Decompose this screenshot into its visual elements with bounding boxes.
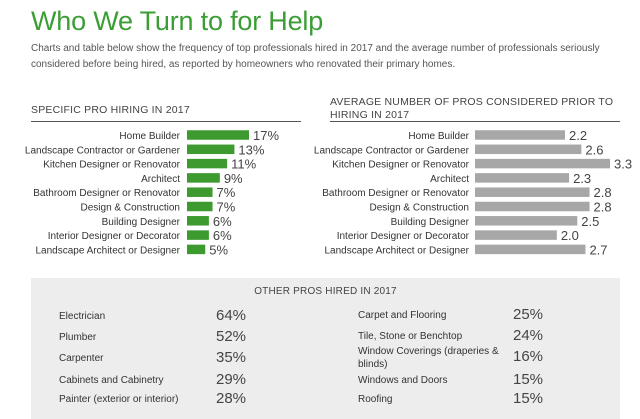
value-label: 2.8 (594, 185, 612, 200)
category-label: Landscape Architect or Designer (35, 245, 180, 256)
table-row-label: Carpenter (59, 353, 104, 364)
chart-title-pro-hiring: SPECIFIC PRO HIRING IN 2017 (31, 104, 190, 116)
table-row-value: 35% (216, 349, 247, 366)
category-label: Architect (141, 174, 180, 185)
bar (475, 244, 586, 255)
table-row-label: Roofing (358, 394, 393, 405)
category-label: Design & Construction (81, 203, 181, 214)
category-label: Home Builder (408, 131, 469, 142)
bar (475, 230, 557, 240)
table-row-value: 16% (513, 348, 544, 365)
value-label: 7% (217, 200, 236, 215)
value-label: 2.2 (569, 128, 587, 143)
bar (475, 158, 610, 169)
bar (187, 158, 228, 169)
value-label: 2.3 (573, 171, 591, 186)
table-row-label: Cabinets and Cabinetry (59, 375, 164, 386)
bar (187, 130, 249, 140)
table-row-label: Electrician (59, 311, 106, 322)
table-row-value: 64% (216, 307, 247, 324)
table-title: OTHER PROS HIRED IN 2017 (254, 286, 397, 297)
value-label: 9% (224, 171, 243, 186)
category-label: Kitchen Designer or Renovator (332, 160, 469, 171)
value-label: 5% (209, 242, 228, 257)
value-label: 2.6 (585, 142, 603, 157)
value-label: 3.3 (614, 157, 632, 172)
category-label: Landscape Contractor or Gardener (314, 145, 470, 156)
table-row-value: 29% (216, 371, 247, 388)
value-label: 11% (231, 157, 256, 172)
category-label: Landscape Architect or Designer (324, 245, 469, 256)
category-label: Bathroom Designer or Renovator (322, 188, 469, 199)
value-label: 6% (213, 228, 232, 243)
category-label: Bathroom Designer or Renovator (33, 188, 180, 199)
table-row-value: 25% (513, 306, 544, 323)
table-row-value: 15% (513, 390, 544, 407)
bar (187, 244, 206, 255)
bar (475, 187, 590, 197)
pro-hiring-bar-chart: Home Builder 17% Landscape Contractor or G… (25, 128, 280, 257)
bar (475, 144, 582, 155)
value-label: 2.7 (589, 242, 607, 257)
bar (475, 201, 590, 212)
category-label: Home Builder (119, 131, 180, 142)
category-label: Building Designer (102, 217, 181, 228)
value-label: 2.5 (581, 214, 599, 229)
category-label: Landscape Contractor or Gardener (25, 145, 181, 156)
value-label: 2.0 (561, 228, 579, 243)
bar (187, 201, 213, 212)
bar (187, 230, 209, 240)
bar (187, 173, 220, 183)
page-title: Who We Turn to for Help (31, 6, 324, 36)
bar (187, 144, 235, 155)
chart-title-underline (330, 121, 620, 122)
bar (187, 187, 213, 197)
category-label: Architect (430, 174, 469, 185)
table-row-label: Carpet and Flooring (358, 310, 447, 321)
table-row-value: 24% (513, 327, 544, 344)
value-label: 2.8 (594, 200, 612, 215)
bar (475, 130, 565, 140)
value-label: 6% (213, 214, 232, 229)
table-row-label: Plumber (59, 332, 97, 343)
chart-title-underline (31, 121, 301, 122)
bar (187, 216, 209, 226)
value-label: 13% (238, 142, 264, 157)
other-pros-table: OTHER PROS HIRED IN 2017 Electrician 64%… (31, 278, 620, 419)
pros-considered-bar-chart: Home Builder 2.2 Landscape Contractor or G… (314, 128, 632, 257)
table-row-value: 15% (513, 371, 544, 388)
table-row-label: Windows and Doors (358, 375, 448, 386)
category-label: Kitchen Designer or Renovator (43, 160, 180, 171)
category-label: Building Designer (391, 217, 470, 228)
bar (475, 216, 578, 226)
table-row-label: Painter (exterior or interior) (59, 394, 179, 405)
value-label: 17% (253, 128, 279, 143)
table-row-value: 28% (216, 390, 247, 407)
category-label: Interior Designer or Decorator (48, 231, 181, 242)
value-label: 7% (217, 185, 236, 200)
chart-title-pros-considered: AVERAGE NUMBER OF PROS CONSIDERED PRIOR … (330, 96, 614, 121)
category-label: Design & Construction (370, 203, 470, 214)
table-row-value: 52% (216, 328, 247, 345)
page-subtitle: Charts and table below show the frequenc… (31, 43, 600, 70)
bar (475, 173, 570, 183)
category-label: Interior Designer or Decorator (337, 231, 470, 242)
table-row-label: Tile, Stone or Benchtop (358, 331, 463, 342)
table-row-label: Window Coverings (draperies & blinds) (358, 346, 499, 370)
